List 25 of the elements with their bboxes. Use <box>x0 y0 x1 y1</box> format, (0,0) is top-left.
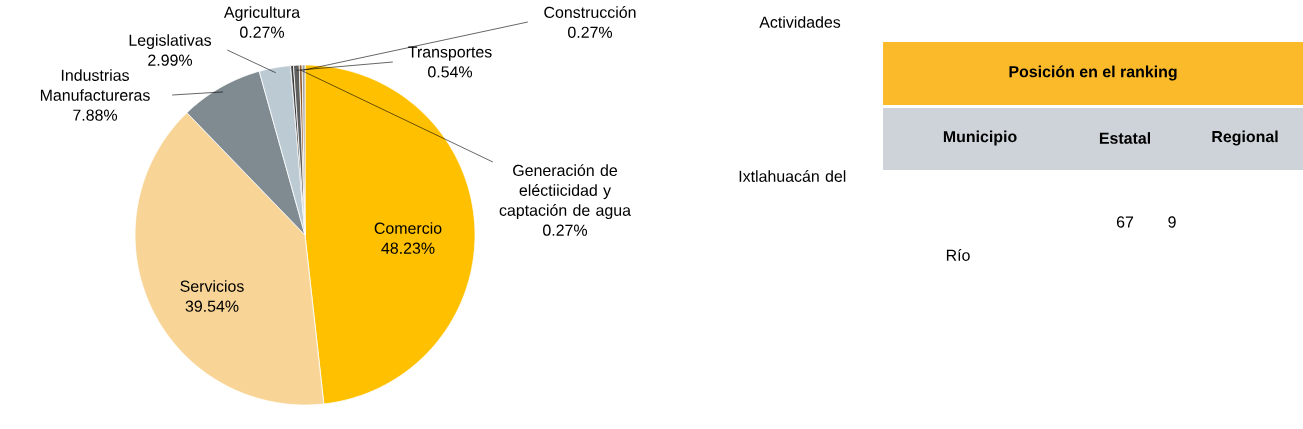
data-label: 0.27% <box>568 26 613 38</box>
text: 67 <box>1116 216 1134 228</box>
data-label: 39.54% <box>185 300 239 312</box>
data-label: 48.23% <box>381 242 435 254</box>
data-label: 0.27% <box>543 224 588 236</box>
slice-label: Transportes <box>408 46 492 61</box>
text: Actividades <box>759 16 841 28</box>
data-label: 0.27% <box>240 26 285 38</box>
text: Municipio <box>943 130 1017 146</box>
text: Posición en el ranking <box>1009 65 1177 81</box>
text: Estatal <box>1099 132 1151 144</box>
text: 9 <box>1168 216 1176 228</box>
text: Ixtlahuacán del <box>739 170 846 182</box>
data-label: 7.88% <box>73 109 118 121</box>
data-label: 2.99% <box>148 54 193 66</box>
slice-label: Servicios <box>180 280 244 292</box>
text: Río <box>946 249 970 261</box>
slice-label: Construcción <box>544 6 636 18</box>
slice-label: Comercio <box>374 222 442 234</box>
slice-label: Generación de eléctiicidad y captación de agua <box>499 164 631 220</box>
slice-label: Agricultura <box>223 6 301 22</box>
slice-label: Legislativas <box>129 34 212 50</box>
data-label: 0.54% <box>428 66 473 78</box>
slice-label: Industrias Manufactureras <box>40 69 150 101</box>
text: Regional <box>1212 130 1278 146</box>
